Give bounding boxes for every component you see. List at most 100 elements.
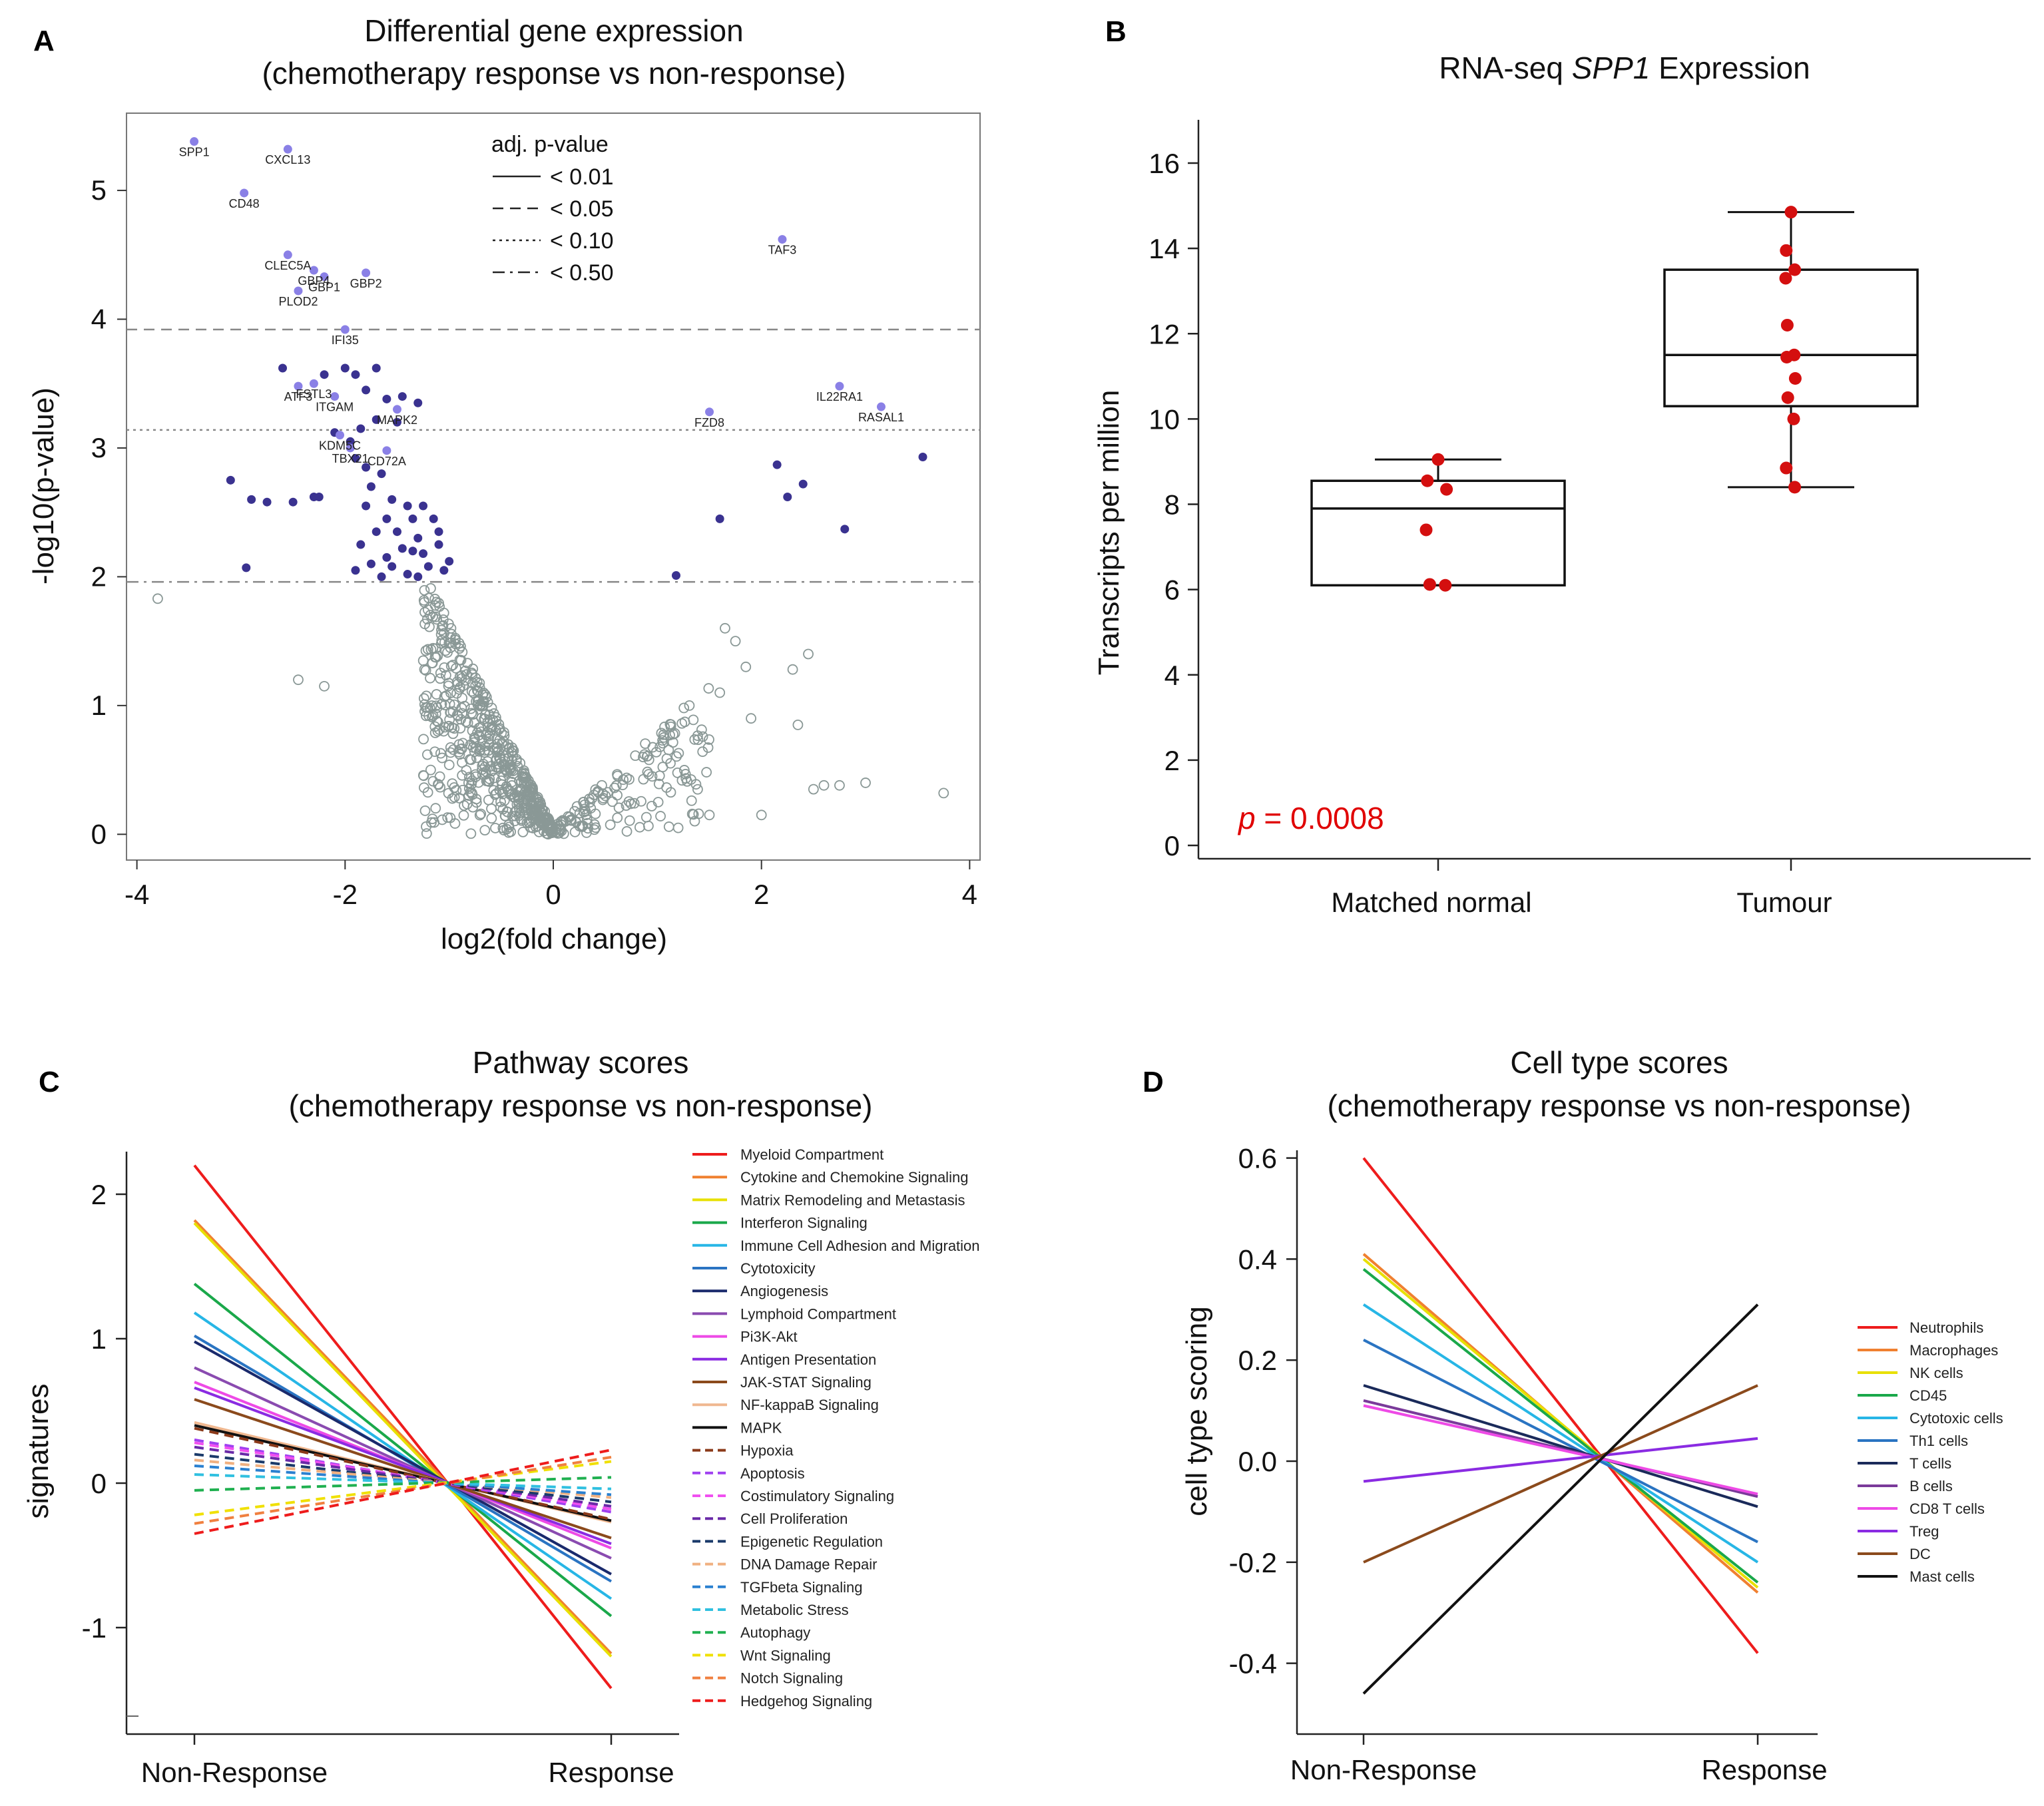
- panel-a-nonsignificant-point: [803, 648, 814, 660]
- panel-a-y-tick-label: 1: [91, 690, 107, 721]
- panel-d-legend-label: Th1 cells: [1910, 1433, 1968, 1449]
- panel-a-nonsignificant-point: [641, 751, 652, 762]
- panel-c-x-tick-label: Non-Response: [141, 1757, 328, 1788]
- panel-b-y-tick-label: 12: [1149, 318, 1180, 349]
- panel-a-nonsignificant-point: [434, 724, 445, 735]
- panel-a-nonsignificant-point: [688, 809, 699, 820]
- panel-a-nonsignificant-point: [638, 752, 648, 763]
- panel-a-legend-label: < 0.50: [550, 260, 613, 286]
- panel-a-nonsignificant-point: [659, 722, 670, 732]
- panel-c-series-lines: [193, 1164, 613, 1690]
- panel-a-x-tick-label: 0: [545, 879, 561, 910]
- panel-c-legend-label: DNA Damage Repair: [740, 1556, 877, 1573]
- panel-a-labeled-gene-point: [362, 268, 371, 278]
- panel-a-nonsignificant-point: [623, 796, 635, 807]
- panel-a-significant-point: [408, 547, 417, 556]
- panel-a-nonsignificant-point: [419, 584, 430, 596]
- panel-a-significant-points: [190, 137, 927, 581]
- panel-d-series-line: [1362, 1257, 1759, 1589]
- panel-a-labeled-gene-point: [294, 286, 303, 296]
- panel-c-series-line: [194, 1459, 612, 1499]
- panel-a-significant-point: [397, 392, 407, 401]
- panel-a-nonsignificant-point: [427, 712, 437, 723]
- panel-a-significant-point: [362, 463, 371, 472]
- panel-a-significant-point: [247, 495, 256, 504]
- panel-a-nonsignificant-point: [663, 821, 674, 832]
- panel-a-nonsignificant-point: [507, 766, 519, 777]
- panel-b-boxes: [1310, 206, 1919, 592]
- panel-d-series-line: [1363, 1339, 1758, 1544]
- panel-c-series-line: [194, 1476, 612, 1492]
- panel-b-data-point: [1779, 272, 1792, 285]
- panel-a-nonsignificant-point: [490, 712, 501, 723]
- panel-d-cell-type-scores: D Cell type scores (chemotherapy respons…: [1143, 1045, 2003, 1785]
- panel-a-nonsignificant-point: [469, 746, 480, 758]
- panel-a-gene-label: FSTL3: [296, 387, 332, 401]
- panel-d-axes: -0.4 -0.2 0.0 0.2 0.4 0.6 Non-Response Response: [1229, 1143, 1828, 1785]
- panel-a-nonsignificant-point: [478, 687, 489, 698]
- panel-a-significant-point: [434, 527, 443, 537]
- panel-a-nonsignificant-point: [419, 606, 430, 618]
- panel-b-y-tick-label: 2: [1164, 745, 1180, 776]
- panel-d-series-line: [1363, 1384, 1758, 1564]
- panel-a-nonsignificant-point: [447, 793, 458, 804]
- panel-a-nonsignificant-point: [613, 802, 625, 813]
- panel-a-nonsignificant-point: [419, 805, 431, 816]
- panel-a-nonsignificant-point: [680, 769, 691, 780]
- panel-a-nonsignificant-point: [454, 643, 465, 654]
- panel-a-nonsignificant-point: [425, 644, 437, 655]
- panel-a-nonsignificant-point: [701, 767, 712, 778]
- panel-a-nonsignificant-point: [492, 738, 503, 750]
- panel-c-legend-label: Autophagy: [740, 1624, 810, 1641]
- panel-a-nonsignificant-point: [422, 644, 433, 655]
- panel-a-nonsignificant-point: [497, 803, 509, 815]
- panel-c-series-line: [194, 1453, 612, 1504]
- panel-a-gene-label: ITGAM: [316, 401, 354, 414]
- panel-a-nonsignificant-point: [658, 729, 669, 740]
- panel-a-nonsignificant-point: [485, 761, 496, 772]
- panel-a-nonsignificant-point: [609, 782, 620, 793]
- panel-a-nonsignificant-point: [527, 806, 538, 817]
- panel-c-pathway-scores: C Pathway scores (chemotherapy response …: [22, 1045, 980, 1788]
- panel-a-nonsignificant-point: [467, 709, 479, 720]
- panel-a-nonsignificant-point: [435, 782, 446, 793]
- panel-b-data-point: [1788, 481, 1802, 494]
- panel-a-nonsignificant-point: [467, 742, 479, 753]
- panel-a-significant-point: [351, 453, 360, 463]
- panel-a-nonsignificant-point: [665, 787, 676, 798]
- panel-a-significant-point: [445, 557, 454, 566]
- panel-a-gene-label: SPP1: [179, 146, 210, 159]
- panel-a-significant-point: [403, 501, 412, 511]
- panel-a-significant-point: [288, 497, 298, 507]
- panel-a-nonsignificant-point: [417, 655, 429, 666]
- panel-d-y-tick-label: 0.2: [1238, 1345, 1277, 1376]
- panel-d-series-line: [1362, 1303, 1759, 1564]
- panel-a-nonsignificant-point: [570, 816, 581, 827]
- panel-a-significant-point: [419, 549, 428, 559]
- panel-a-nonsignificant-point: [689, 815, 700, 827]
- panel-a-labeled-gene-point: [392, 405, 401, 414]
- panel-c-series-line: [194, 1449, 612, 1535]
- panel-a-nonsignificant-point: [421, 821, 431, 832]
- panel-a-gene-label: CLEC5A: [264, 259, 311, 272]
- panel-a-nonsignificant-point: [673, 748, 684, 759]
- panel-a-nonsignificant-point: [638, 774, 649, 785]
- panel-a-nonsignificant-point: [462, 717, 473, 728]
- panel-d-y-tick-label: -0.2: [1229, 1547, 1277, 1578]
- panel-c-legend-label: Notch Signaling: [740, 1670, 843, 1687]
- panel-a-nonsignificant-point: [519, 777, 530, 788]
- panel-a-significant-point: [413, 533, 423, 543]
- panel-a-nonsignificant-point: [692, 730, 703, 742]
- panel-a-nonsignificant-point: [730, 636, 741, 647]
- panel-a-nonsignificant-point: [566, 815, 577, 826]
- panel-a-nonsignificant-point: [487, 765, 498, 776]
- panel-a-nonsignificant-point: [443, 788, 454, 799]
- panel-a-significant-point: [372, 527, 381, 537]
- panel-a-nonsignificant-point: [808, 784, 819, 795]
- panel-a-nonsignificant-point: [678, 702, 690, 714]
- panel-a-nonsignificant-point: [650, 746, 662, 758]
- panel-a-labeled-gene-point: [309, 379, 318, 388]
- panel-b-y-tick-label: 14: [1149, 233, 1180, 264]
- panel-a-significant-point: [413, 572, 423, 581]
